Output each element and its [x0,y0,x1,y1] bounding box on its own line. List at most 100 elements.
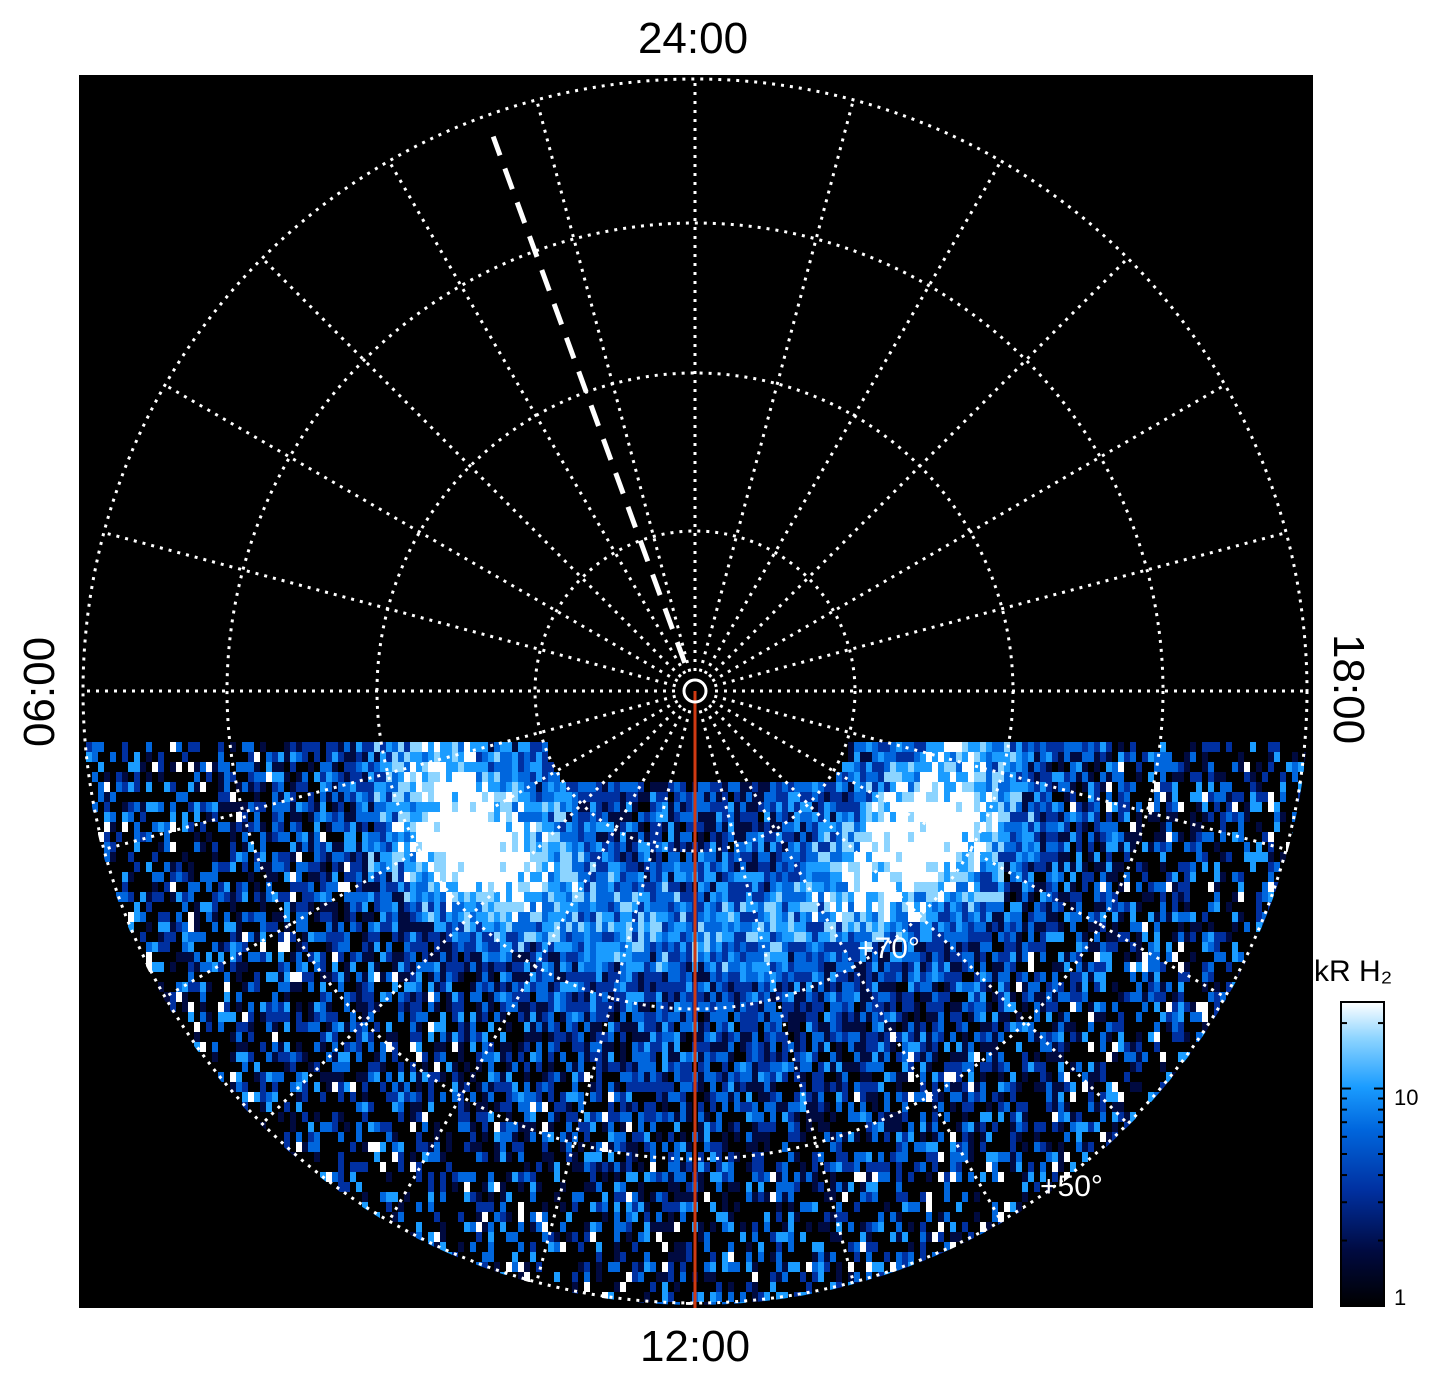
heatmap-cell [662,1092,668,1102]
heatmap-cell [500,1072,506,1082]
heatmap-cell [674,1272,680,1282]
heatmap-cell [614,1132,620,1142]
heatmap-cell [284,1002,290,1012]
heatmap-cell [752,1142,758,1152]
heatmap-cell [680,1272,686,1282]
heatmap-cell [536,1142,542,1152]
heatmap-cell [188,912,194,922]
heatmap-cell [470,902,476,912]
heatmap-cell [674,912,680,922]
heatmap-cell [680,782,686,792]
heatmap-cell [488,1252,494,1262]
heatmap-cell [614,1062,620,1072]
heatmap-cell [752,1072,758,1082]
heatmap-cell [698,922,704,932]
heatmap-cell [284,872,290,882]
heatmap-cell [542,852,548,862]
heatmap-cell [644,822,650,832]
heatmap-cell [200,802,206,812]
heatmap-cell [530,1072,536,1082]
heatmap-cell [572,832,578,842]
heatmap-cell [488,882,494,892]
heatmap-cell [764,1072,770,1082]
heatmap-cell [98,802,104,812]
heatmap-cell [530,1132,536,1142]
heatmap-cell [422,972,428,982]
heatmap-cell [380,1162,386,1172]
heatmap-cell [542,992,548,1002]
heatmap-cell [500,1092,506,1102]
heatmap-cell [698,1142,704,1152]
heatmap-cell [590,1202,596,1212]
heatmap-cell [494,1142,500,1152]
heatmap-cell [374,882,380,892]
heatmap-cell [368,1092,374,1102]
heatmap-cell [674,842,680,852]
heatmap-cell [494,922,500,932]
heatmap-cell [584,1002,590,1012]
heatmap-cell [482,822,488,832]
heatmap-cell [662,1232,668,1242]
heatmap-cell [356,822,362,832]
heatmap-cell [272,842,278,852]
heatmap-cell [704,1302,710,1305]
heatmap-cell [362,1192,368,1202]
heatmap-cell [668,782,674,792]
heatmap-cell [272,1032,278,1042]
heatmap-cell [644,1162,650,1172]
heatmap-cell [212,792,218,802]
heatmap-cell [734,852,740,862]
heatmap-cell [284,1032,290,1042]
heatmap-cell [752,972,758,982]
heatmap-cell [488,1022,494,1032]
heatmap-cell [578,912,584,922]
heatmap-cell [620,1002,626,1012]
heatmap-cell [512,1082,518,1092]
heatmap-cell [704,922,710,932]
heatmap-cell [296,1002,302,1012]
heatmap-cell [536,1072,542,1082]
heatmap-cell [290,832,296,842]
heatmap-cell [278,912,284,922]
heatmap-cell [674,1152,680,1162]
heatmap-cell [722,902,728,912]
heatmap-cell [452,1062,458,1072]
heatmap-cell [662,1222,668,1232]
heatmap-cell [224,992,230,1002]
heatmap-cell [644,782,650,792]
heatmap-cell [404,882,410,892]
heatmap-cell [392,1092,398,1102]
heatmap-cell [428,1212,434,1222]
heatmap-cell [686,902,692,912]
heatmap-cell [644,952,650,962]
heatmap-cell [716,832,722,842]
heatmap-cell [506,882,512,892]
heatmap-cell [368,752,374,762]
heatmap-cell [500,832,506,842]
heatmap-cell [722,922,728,932]
heatmap-cell [740,942,746,952]
heatmap-cell [566,992,572,1002]
heatmap-cell [608,1122,614,1132]
heatmap-cell [614,1052,620,1062]
heatmap-cell [344,832,350,842]
heatmap-cell [578,1122,584,1132]
heatmap-cell [764,952,770,962]
heatmap-cell [578,1252,584,1262]
heatmap-cell [380,882,386,892]
heatmap-cell [470,1112,476,1122]
heatmap-cell [488,902,494,912]
heatmap-cell [458,1122,464,1132]
heatmap-cell [188,832,194,842]
heatmap-cell [494,1212,500,1222]
heatmap-cell [626,782,632,792]
heatmap-cell [242,842,248,852]
heatmap-cell [560,832,566,842]
heatmap-cell [458,902,464,912]
heatmap-cell [740,1032,746,1042]
heatmap-cell [560,1202,566,1212]
heatmap-cell [320,1002,326,1012]
heatmap-cell [116,742,122,752]
heatmap-cell [662,912,668,922]
heatmap-cell [698,1252,704,1262]
